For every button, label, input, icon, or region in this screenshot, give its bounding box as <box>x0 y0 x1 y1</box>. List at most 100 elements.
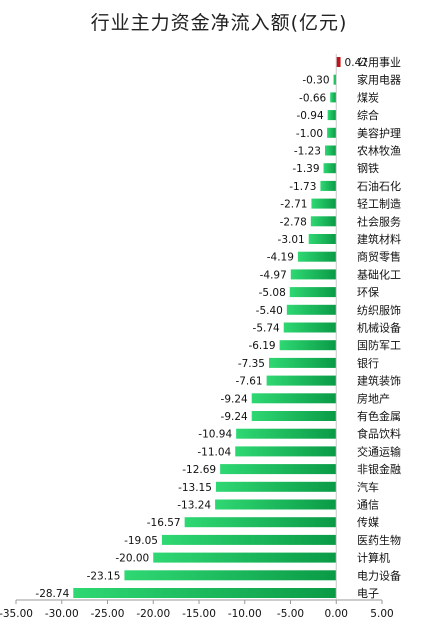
x-tick-label: -5.00 <box>277 608 304 620</box>
category-label: 纺织服饰 <box>357 303 401 317</box>
bar <box>220 464 337 475</box>
bar <box>289 287 337 298</box>
x-tick-label: 5.00 <box>370 608 393 620</box>
chart-title: 行业主力资金净流入额(亿元) <box>90 12 348 34</box>
bar <box>251 411 337 421</box>
bar <box>323 163 337 174</box>
category-label: 房地产 <box>357 391 390 405</box>
bar <box>251 393 337 404</box>
category-label: 环保 <box>357 285 379 299</box>
category-label: 非银金融 <box>357 462 401 476</box>
bar <box>283 322 337 333</box>
data-label: -3.01 <box>278 234 305 246</box>
category-label: 交通运输 <box>357 444 401 458</box>
category-label: 建筑装饰 <box>357 374 401 388</box>
bar <box>279 340 337 351</box>
data-label: -7.61 <box>235 376 262 388</box>
category-label: 轻工制造 <box>357 197 401 211</box>
category-label: 传媒 <box>357 516 379 529</box>
data-label: -12.69 <box>182 464 216 476</box>
data-label: -2.78 <box>280 216 307 228</box>
bar <box>330 92 337 103</box>
bar <box>215 481 337 492</box>
category-label: 食品饮料 <box>357 427 401 441</box>
bar <box>215 499 337 510</box>
bar <box>124 570 337 581</box>
category-label: 电子 <box>357 587 379 600</box>
bar <box>310 216 337 227</box>
category-label: 商贸零售 <box>357 250 401 264</box>
category-label: 农林牧渔 <box>357 144 401 158</box>
data-label: -1.39 <box>292 163 319 175</box>
x-tick-label: 0.00 <box>325 608 348 620</box>
bar <box>324 145 337 156</box>
bar <box>336 57 341 67</box>
data-label: -16.57 <box>147 517 181 529</box>
category-label: 社会服务 <box>357 214 401 228</box>
data-label: -2.71 <box>280 199 307 211</box>
x-tick-label: -20.00 <box>136 608 170 620</box>
data-label: -19.05 <box>124 535 158 547</box>
bar <box>266 375 337 386</box>
data-label: -28.74 <box>35 588 69 600</box>
x-tick-label: -10.00 <box>228 608 262 620</box>
category-label: 医药生物 <box>357 533 401 547</box>
bar <box>320 180 337 191</box>
category-label: 国防军工 <box>357 338 401 352</box>
bar <box>311 198 337 209</box>
data-label: -9.24 <box>221 393 248 405</box>
data-label: -13.15 <box>178 482 212 494</box>
category-label: 综合 <box>357 108 379 122</box>
category-label: 汽车 <box>357 480 379 494</box>
bar <box>236 428 337 439</box>
data-label: -5.08 <box>259 287 286 299</box>
data-label: -9.24 <box>221 411 248 423</box>
category-label: 电力设备 <box>357 568 401 582</box>
bar <box>327 127 337 138</box>
bar <box>184 517 337 528</box>
category-label: 银行 <box>357 356 379 370</box>
category-label: 钢铁 <box>357 162 379 175</box>
data-label: -4.97 <box>260 269 287 281</box>
bar <box>235 446 337 457</box>
data-label: -13.24 <box>177 500 211 512</box>
x-tick-label: -25.00 <box>91 608 125 620</box>
bar <box>268 357 337 368</box>
data-label: -11.04 <box>197 446 231 458</box>
x-tick-label: -35.00 <box>0 608 33 620</box>
bar <box>290 269 337 280</box>
bar <box>297 251 337 262</box>
data-label: -20.00 <box>115 553 149 565</box>
category-label: 有色金属 <box>357 409 401 423</box>
category-label: 石油石化 <box>357 179 401 193</box>
bar <box>308 234 337 244</box>
data-label: -6.19 <box>248 340 275 352</box>
data-label: -0.94 <box>296 110 323 122</box>
data-label: -1.73 <box>289 181 316 193</box>
data-label: -1.23 <box>294 146 321 158</box>
data-label: 0.47 <box>345 57 368 69</box>
category-label: 公用事业 <box>357 56 401 69</box>
bar <box>333 74 337 85</box>
category-label: 建筑材料 <box>357 232 401 246</box>
x-tick-label: -30.00 <box>45 608 79 620</box>
data-label: -10.94 <box>198 429 232 441</box>
data-label: -5.74 <box>253 323 280 335</box>
data-label: -5.40 <box>256 305 283 317</box>
data-label: -7.35 <box>238 358 265 370</box>
bar <box>327 110 337 121</box>
data-label: -0.66 <box>299 92 326 104</box>
category-label: 机械设备 <box>357 321 401 335</box>
data-label: -1.00 <box>296 128 323 140</box>
bar <box>73 588 337 598</box>
bar <box>286 304 337 315</box>
data-label: -23.15 <box>87 570 121 582</box>
data-label: -4.19 <box>267 252 294 264</box>
category-label: 美容护理 <box>357 126 401 140</box>
data-label: -0.30 <box>302 75 329 87</box>
bar <box>161 534 337 545</box>
category-label: 煤炭 <box>357 91 379 104</box>
category-label: 基础化工 <box>357 267 401 281</box>
x-tick-label: -15.00 <box>182 608 216 620</box>
